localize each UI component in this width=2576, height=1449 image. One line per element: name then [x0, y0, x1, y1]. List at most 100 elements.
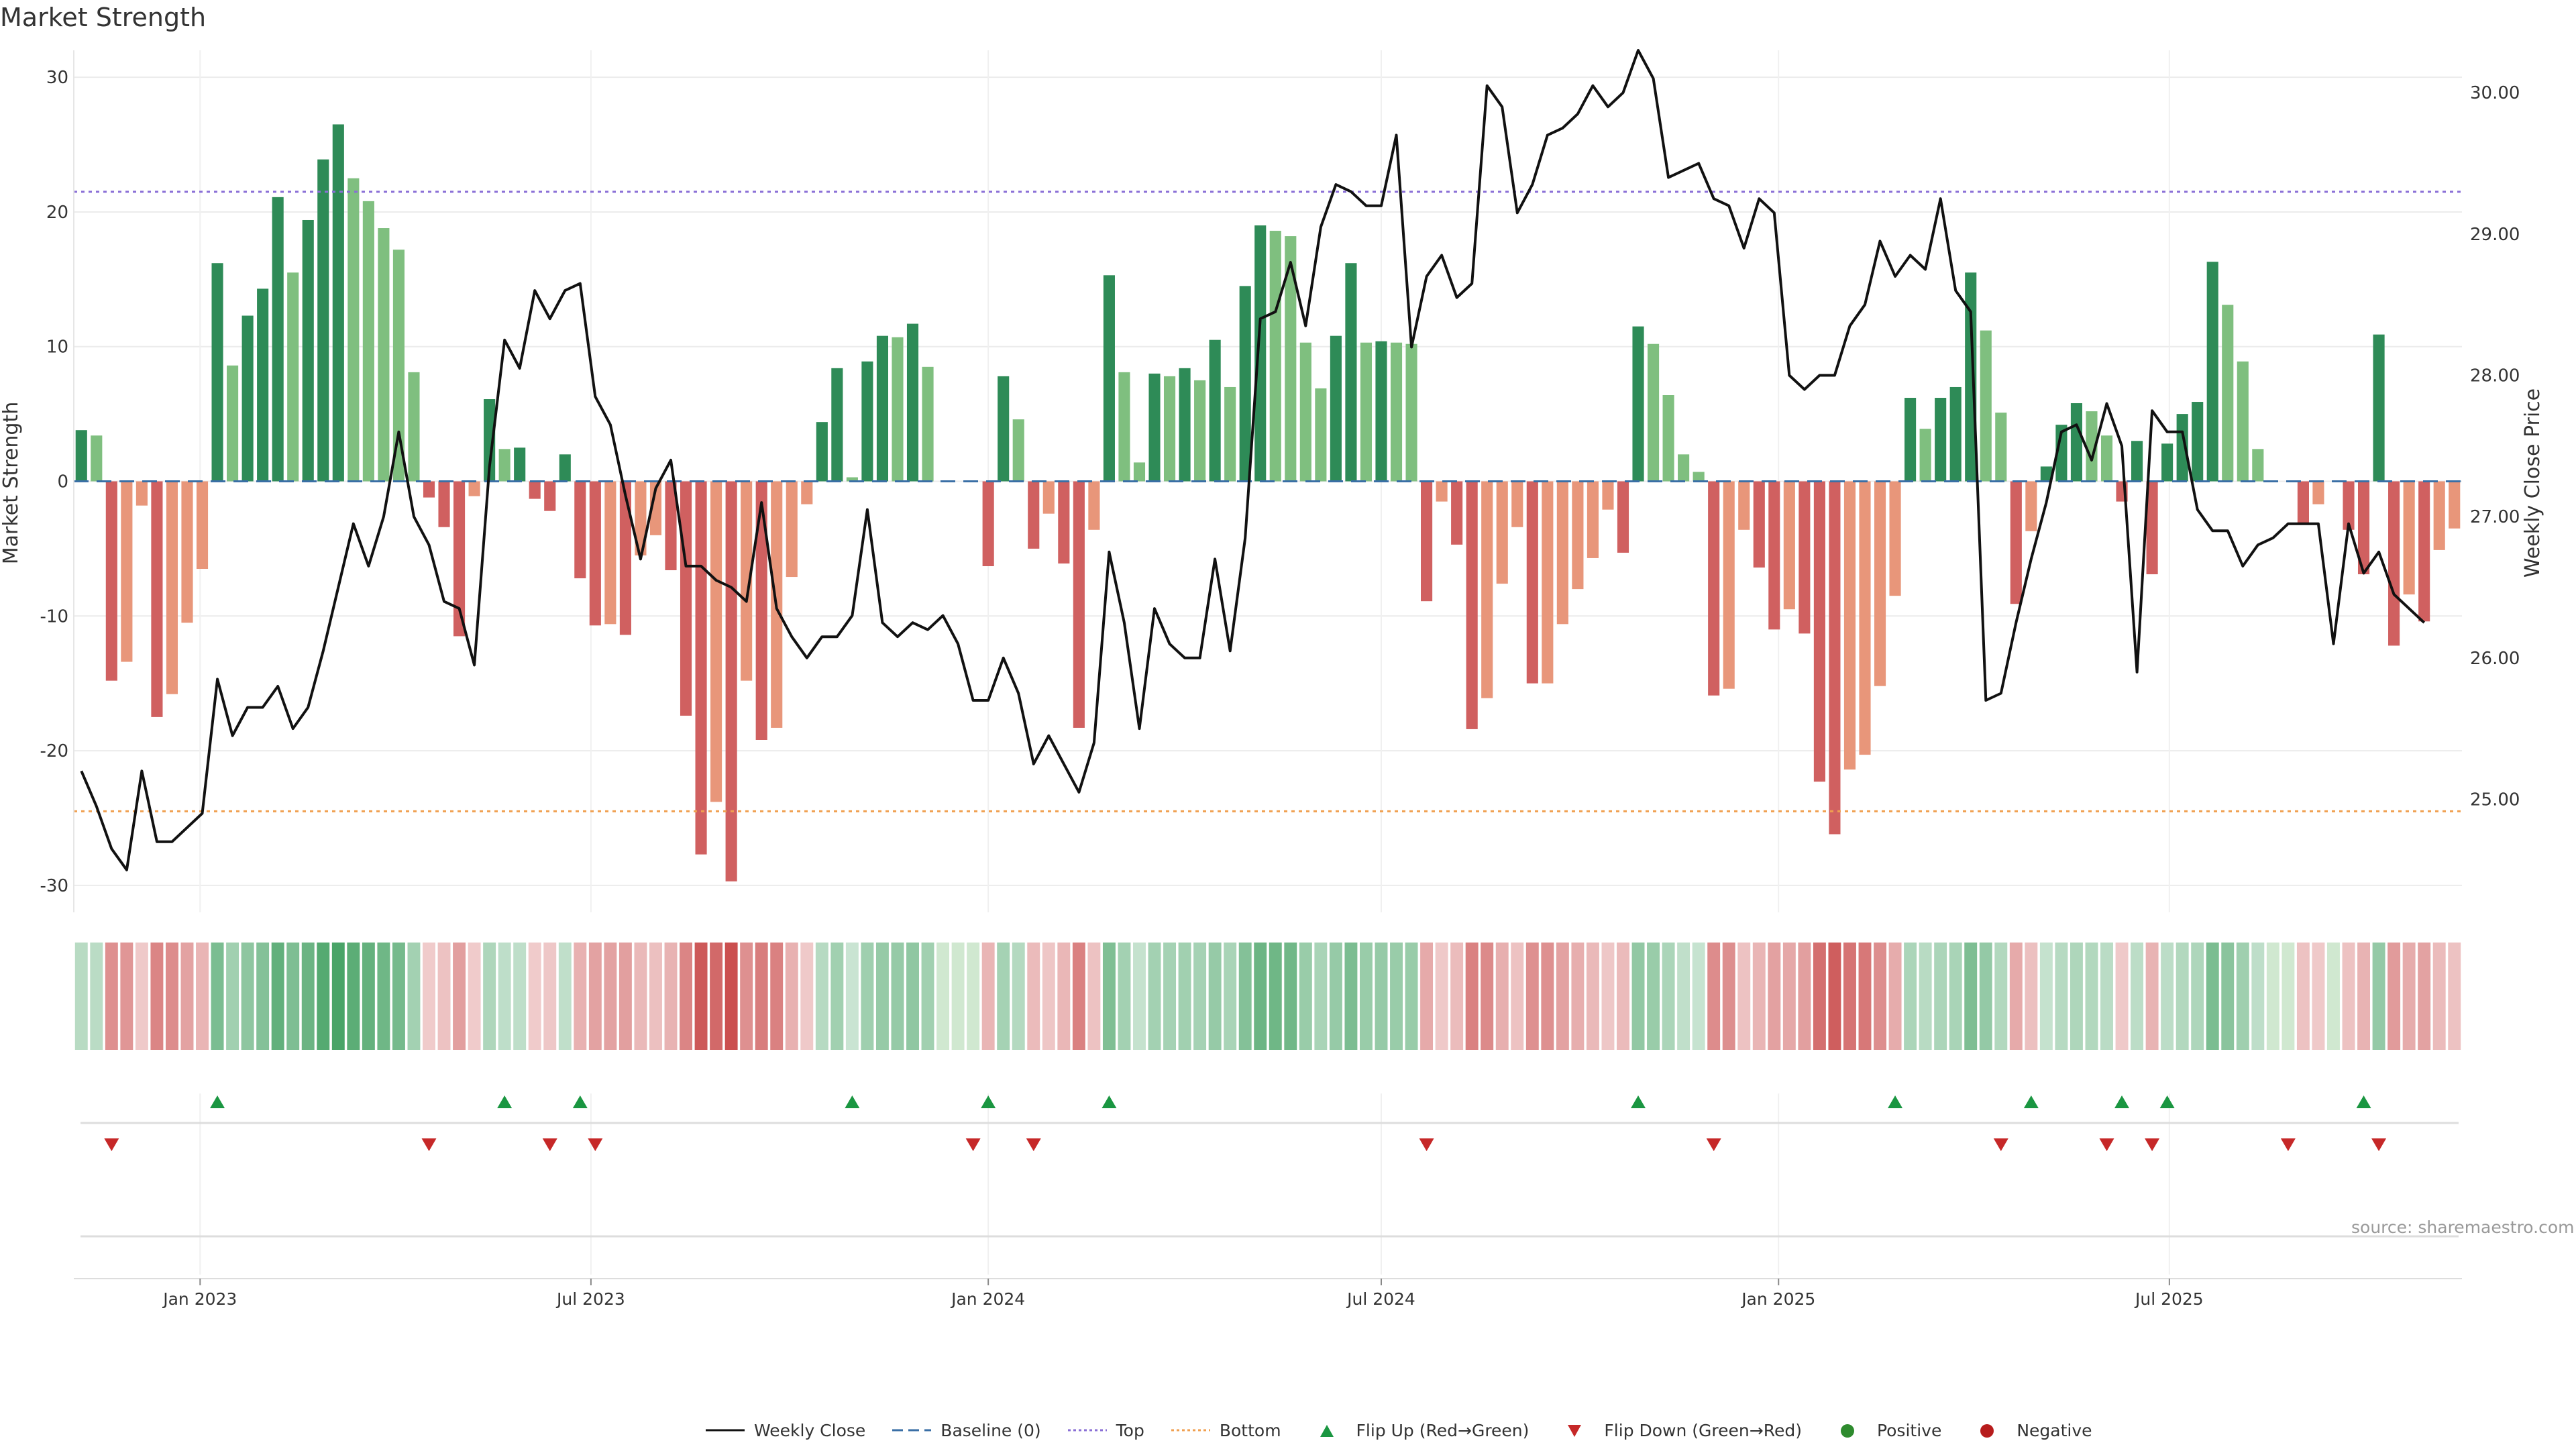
strength-bar	[1602, 481, 1614, 510]
heat-cell	[861, 943, 874, 1050]
strength-bar	[423, 481, 435, 498]
legend-item: Top	[1067, 1421, 1144, 1440]
heat-cell	[1344, 943, 1358, 1050]
strength-bar	[831, 368, 843, 482]
flip-up-marker	[845, 1095, 860, 1108]
strength-bar	[1511, 481, 1523, 527]
strength-bar	[2388, 481, 2400, 646]
legend-label: Weekly Close	[754, 1421, 866, 1440]
heat-cell	[2236, 943, 2249, 1050]
heat-cell	[241, 943, 254, 1050]
flip-down-marker	[2371, 1138, 2387, 1151]
heat-cell	[1707, 943, 1721, 1050]
strength-bar	[166, 481, 178, 694]
strength-bar	[1073, 481, 1085, 728]
strength-bar	[559, 454, 571, 482]
strength-bar	[1799, 481, 1811, 634]
flip-up-marker	[1102, 1095, 1117, 1108]
heat-cell	[1269, 943, 1282, 1050]
heat-cell	[2221, 943, 2235, 1050]
heat-cell	[180, 943, 194, 1050]
heat-cell	[2327, 943, 2340, 1050]
strength-bar	[786, 481, 798, 578]
heat-cell	[1224, 943, 1237, 1050]
strength-bar	[906, 323, 919, 482]
legend-label: Bottom	[1219, 1421, 1281, 1440]
heat-cell	[680, 943, 692, 1050]
heat-cell	[1057, 943, 1071, 1050]
heat-cell	[1752, 943, 1766, 1050]
heat-cell	[2296, 943, 2310, 1050]
heat-cell	[1314, 943, 1328, 1050]
green-dot-icon	[1840, 1424, 1854, 1438]
heat-cell	[2251, 943, 2265, 1050]
legend-label: Negative	[2017, 1421, 2092, 1440]
strength-bar	[378, 228, 390, 482]
strength-bar	[227, 365, 239, 482]
strength-bar	[484, 399, 496, 482]
strength-bar	[1058, 481, 1070, 564]
x-tick-label: Jul 2025	[2134, 1289, 2204, 1309]
y2-tick-label: 25.00	[2470, 790, 2520, 810]
green-up-triangle-icon	[1320, 1424, 1334, 1437]
strength-bar	[892, 337, 904, 482]
heat-cell	[543, 943, 557, 1050]
heat-cell	[1541, 943, 1554, 1050]
heat-strip	[74, 943, 2461, 1050]
heat-cell	[2085, 943, 2098, 1050]
heat-cell	[90, 943, 103, 1050]
strength-bar	[1315, 388, 1327, 482]
heat-cell	[1798, 943, 1811, 1050]
strength-bar	[317, 159, 329, 482]
flip-markers	[80, 1095, 2459, 1238]
heat-cell	[1435, 943, 1448, 1050]
strength-bar	[362, 201, 374, 482]
heat-cell	[1178, 943, 1191, 1050]
y-tick-label: 10	[46, 337, 68, 358]
heat-cell	[1238, 943, 1252, 1050]
heat-cell	[2387, 943, 2401, 1050]
heat-cell	[2282, 943, 2295, 1050]
strength-bar	[1678, 454, 1690, 482]
strength-bar	[1965, 272, 1977, 482]
strength-bar	[302, 219, 314, 482]
strength-bar	[1723, 481, 1735, 689]
y-tick-label: 30	[46, 68, 68, 88]
heat-cell	[1949, 943, 1962, 1050]
heat-cell	[423, 943, 435, 1050]
strength-bar	[2373, 334, 2385, 482]
heat-cell	[1511, 943, 1524, 1050]
strength-bar	[1375, 341, 1387, 482]
strength-bar	[1133, 462, 1146, 482]
legend-item: Flip Up (Red→Green)	[1307, 1421, 1529, 1440]
strength-bar	[1254, 225, 1267, 482]
red-dot-icon	[1980, 1424, 1994, 1438]
heat-cell	[2266, 943, 2279, 1050]
heat-cell	[453, 943, 466, 1050]
strength-bar	[922, 366, 934, 482]
heat-cell	[271, 943, 284, 1050]
y-tick-label: -10	[40, 606, 68, 627]
red-down-triangle-icon	[1568, 1424, 1582, 1437]
heat-cell	[2055, 943, 2068, 1050]
heat-cell	[2191, 943, 2204, 1050]
heat-cell	[1133, 943, 1146, 1050]
strength-bar	[1572, 481, 1584, 590]
strength-bar	[2312, 481, 2324, 504]
flip-up-marker	[210, 1095, 225, 1108]
strength-bar	[408, 372, 420, 482]
flip-down-marker	[421, 1138, 437, 1151]
strength-bar	[2025, 481, 2037, 531]
strength-bar	[2206, 262, 2218, 482]
heat-cell	[1631, 943, 1645, 1050]
flip-down-marker	[1706, 1138, 1721, 1151]
strength-bar	[1995, 413, 2007, 482]
heat-cell	[1601, 943, 1615, 1050]
strength-bar	[1919, 429, 1931, 482]
heat-cell	[74, 943, 88, 1050]
strength-bar	[846, 477, 858, 482]
legend-label: Positive	[1876, 1421, 1942, 1440]
heat-cell	[981, 943, 995, 1050]
strength-bar	[1949, 386, 1962, 482]
flip-down-marker	[965, 1138, 981, 1151]
